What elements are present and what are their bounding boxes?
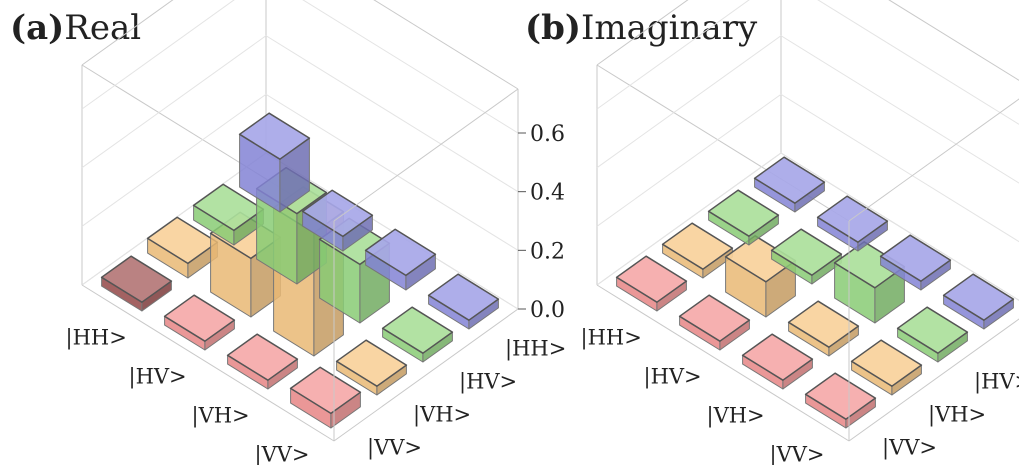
bar-|VV>-|HV>	[381, 306, 454, 363]
bar-|HH>-|VV>	[100, 255, 173, 312]
z-tick-label: 0.0	[530, 298, 565, 323]
bar-|HH>-|HH>	[238, 112, 311, 213]
z-tick-label: 0.6	[530, 122, 565, 147]
panel-a-name: Real	[64, 8, 142, 48]
bar-|HV>-|HV>	[770, 228, 843, 285]
bars	[615, 156, 1015, 429]
z-axis-ticks: 0.0 0.2 0.4 0.6	[518, 122, 565, 323]
bar-|VH>-|VH>	[787, 300, 860, 357]
row-label: |HV>	[644, 365, 702, 390]
panel-a-label: (a)	[10, 8, 65, 48]
bar-|HH>-|VH>	[661, 222, 734, 279]
z-tick-label: 0.4	[530, 181, 565, 206]
bar-|VH>-|HH>	[364, 228, 437, 291]
row-label: |VH>	[707, 404, 765, 429]
bar-|VV>-|VH>	[335, 339, 408, 396]
row-labels: |HH>|HV>|VH>|VV>	[581, 326, 825, 465]
bar-|VV>-|VV>	[289, 366, 362, 429]
bounding-box-front	[81, 88, 519, 442]
bar-|HV>-|VV>	[678, 294, 751, 351]
column-label: |HV>	[459, 370, 517, 395]
column-label: |VH>	[413, 403, 471, 428]
column-label: |VH>	[928, 403, 986, 428]
column-label: |VV>	[882, 436, 937, 461]
column-labels: |HH> |HV> |VH> |VV>	[367, 337, 566, 461]
row-label: |VH>	[192, 404, 250, 429]
real-part-chart: 0.00.20.40.6|HH>|HV>|VH>|VV>|HH>|HV>|VH>…	[66, 0, 566, 465]
bar-|HV>-|HH>	[301, 189, 374, 252]
column-label: |VV>	[367, 436, 422, 461]
bar-|VV>-|HH>	[427, 273, 500, 330]
bar-|HV>-|VV>	[163, 294, 236, 351]
row-label: |VV>	[255, 443, 310, 465]
panel-a-title: (a)Real	[10, 8, 141, 48]
bar-|VV>-|HH>	[942, 273, 1015, 330]
bar-|HH>-|HH>	[753, 156, 826, 213]
row-label: |HH>	[66, 326, 127, 351]
bar-|VV>-|VH>	[850, 339, 923, 396]
bars	[100, 112, 500, 429]
row-labels: |HH>|HV>|VH>|VV>	[66, 326, 310, 465]
bar-|VH>-|VV>	[741, 333, 814, 390]
bar-|HH>-|HV>	[707, 189, 780, 246]
row-label: |HH>	[581, 326, 642, 351]
panel-b-label: (b)	[525, 8, 581, 48]
bounding-box-front	[596, 98, 1019, 442]
row-label: |VV>	[770, 443, 825, 465]
column-labels: |HH>|HV>|VH>|VV>	[882, 370, 1019, 461]
z-gridlines	[596, 0, 1019, 301]
bar-|HV>-|HH>	[816, 195, 889, 252]
row-label: |HV>	[129, 365, 187, 390]
imaginary-part-chart: 0.00.20.40.6|HH>|HV>|VH>|VV>|HH>|HV>|VH>…	[581, 0, 1019, 465]
bar-|VH>-|VV>	[226, 333, 299, 390]
bar-|HH>-|VV>	[615, 255, 688, 312]
bar-|HV>-|VH>	[724, 235, 797, 318]
bar-|VH>-|HH>	[879, 234, 952, 291]
column-label: |HV>	[974, 370, 1019, 395]
z-tick-label: 0.2	[530, 239, 565, 264]
bar-|HV>-|VH>	[209, 211, 282, 318]
column-label: |HH>	[505, 337, 566, 362]
bar-|VV>-|HV>	[896, 306, 969, 363]
bar-|VV>-|VV>	[804, 372, 877, 429]
